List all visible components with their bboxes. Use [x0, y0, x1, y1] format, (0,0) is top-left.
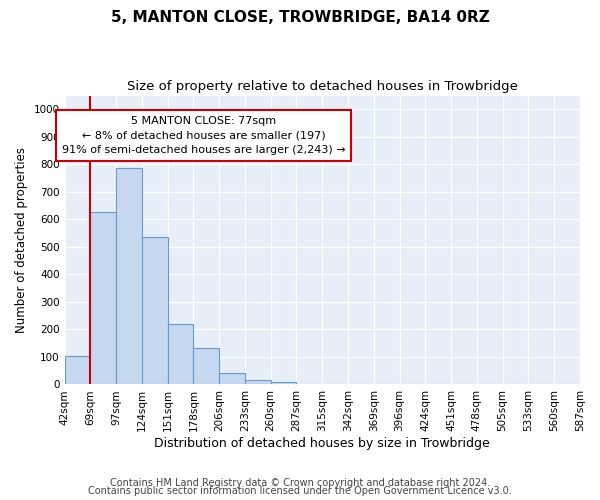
Text: 5, MANTON CLOSE, TROWBRIDGE, BA14 0RZ: 5, MANTON CLOSE, TROWBRIDGE, BA14 0RZ [110, 10, 490, 25]
Bar [193, 348, 219, 385]
Bar [91, 212, 116, 384]
Bar [116, 168, 142, 384]
Bar [245, 380, 271, 384]
Bar [167, 324, 193, 384]
Bar [271, 382, 296, 384]
X-axis label: Distribution of detached houses by size in Trowbridge: Distribution of detached houses by size … [154, 437, 490, 450]
Title: Size of property relative to detached houses in Trowbridge: Size of property relative to detached ho… [127, 80, 518, 93]
Bar [219, 373, 245, 384]
Text: Contains public sector information licensed under the Open Government Licence v3: Contains public sector information licen… [88, 486, 512, 496]
Text: 5 MANTON CLOSE: 77sqm
← 8% of detached houses are smaller (197)
91% of semi-deta: 5 MANTON CLOSE: 77sqm ← 8% of detached h… [62, 116, 346, 156]
Y-axis label: Number of detached properties: Number of detached properties [15, 147, 28, 333]
Text: Contains HM Land Registry data © Crown copyright and database right 2024.: Contains HM Land Registry data © Crown c… [110, 478, 490, 488]
Bar [142, 238, 167, 384]
Bar [65, 356, 91, 384]
